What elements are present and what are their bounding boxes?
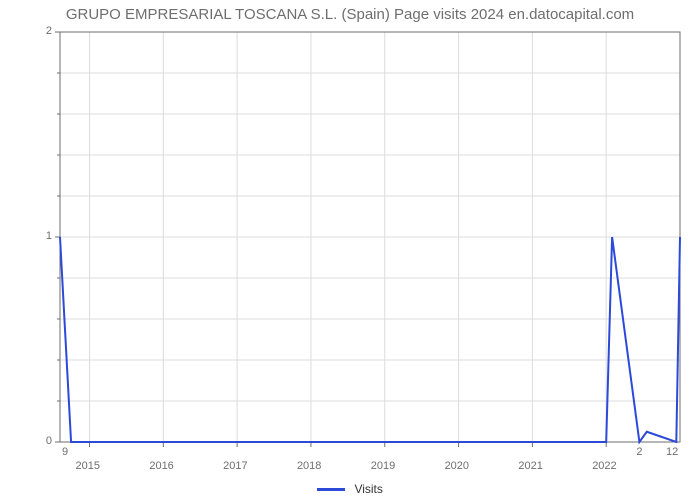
x-tick-label: 2016 <box>149 460 173 472</box>
y-tick-label: 0 <box>46 435 52 447</box>
x-tick-label: 2019 <box>371 460 395 472</box>
legend-label: Visits <box>354 482 382 496</box>
legend-swatch <box>317 488 345 491</box>
legend: Visits <box>0 482 700 496</box>
x-tick-label: 2021 <box>518 460 542 472</box>
x-tick-label: 2017 <box>223 460 247 472</box>
corner-label-bottom-right-b: 12 <box>666 446 678 458</box>
y-tick-label: 2 <box>46 25 52 37</box>
x-tick-label: 2015 <box>76 460 100 472</box>
x-tick-label: 2020 <box>445 460 469 472</box>
chart-title: GRUPO EMPRESARIAL TOSCANA S.L. (Spain) P… <box>0 6 700 23</box>
x-tick-label: 2018 <box>297 460 321 472</box>
line-chart <box>60 32 680 442</box>
corner-label-bottom-right-a: 2 <box>636 446 642 458</box>
x-tick-label: 2022 <box>592 460 616 472</box>
y-tick-label: 1 <box>46 230 52 242</box>
corner-label-bottom-left: 9 <box>62 446 68 458</box>
